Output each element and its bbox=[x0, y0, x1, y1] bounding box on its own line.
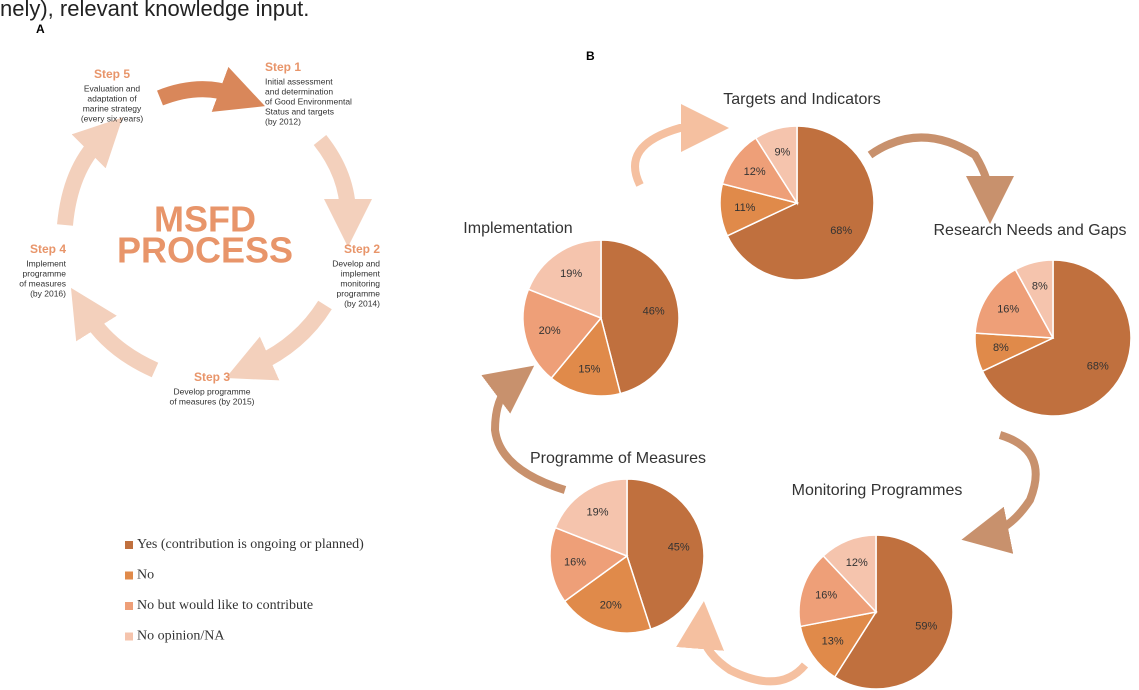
data-label: 15% bbox=[578, 364, 600, 376]
pie-slice bbox=[833, 534, 954, 690]
step-text: (by 2014) bbox=[344, 298, 380, 308]
data-label: 68% bbox=[830, 225, 852, 237]
data-label: 19% bbox=[560, 268, 582, 280]
step-text: of measures (by 2015) bbox=[169, 396, 254, 406]
panel-label: B bbox=[586, 49, 595, 63]
data-label: 16% bbox=[564, 556, 586, 568]
step-text: marine strategy bbox=[83, 103, 142, 113]
data-label: 59% bbox=[915, 621, 937, 633]
center-label: MSFD bbox=[154, 199, 256, 240]
pie-title: Targets and Indicators bbox=[723, 91, 880, 108]
pie-slice bbox=[798, 554, 878, 628]
pie-slice bbox=[549, 526, 629, 603]
data-label: 20% bbox=[600, 600, 622, 612]
center-label: PROCESS bbox=[117, 230, 293, 271]
data-label: 11% bbox=[734, 202, 755, 214]
pie-slice bbox=[626, 478, 705, 631]
step-text: Status and targets bbox=[265, 106, 334, 116]
pie-slice bbox=[550, 316, 622, 397]
pie-title: Programme of Measures bbox=[530, 450, 706, 467]
panel-label: A bbox=[36, 22, 45, 36]
step-text: Initial assessment bbox=[265, 76, 333, 86]
data-label: 8% bbox=[993, 342, 1009, 354]
step-text: Evaluation and bbox=[84, 83, 141, 93]
data-label: 12% bbox=[744, 166, 766, 178]
step-text: (by 2016) bbox=[30, 288, 66, 298]
step-title: Step 5 bbox=[94, 67, 130, 81]
pie-slice bbox=[822, 534, 877, 614]
step-title: Step 2 bbox=[344, 242, 380, 256]
step-text: adaptation of bbox=[87, 93, 137, 103]
step-text: (every six years) bbox=[81, 113, 144, 123]
legend-swatch bbox=[125, 541, 133, 549]
pie-slice bbox=[554, 478, 628, 558]
step-text: Implement bbox=[26, 258, 66, 268]
data-label: 20% bbox=[539, 325, 561, 337]
step-text: implement bbox=[341, 268, 381, 278]
step-text: (by 2012) bbox=[265, 116, 301, 126]
data-label: 9% bbox=[774, 147, 790, 159]
cycle-arrows bbox=[57, 66, 372, 381]
step-text: of measures bbox=[19, 278, 66, 288]
data-label: 12% bbox=[846, 557, 868, 569]
step-text: and determination bbox=[265, 86, 333, 96]
legend-label: No bbox=[137, 568, 154, 583]
step-title: Step 4 bbox=[30, 242, 66, 256]
step-text: programme bbox=[23, 268, 67, 278]
pie-title: Research Needs and Gaps bbox=[934, 222, 1127, 239]
step-title: Step 3 bbox=[194, 370, 230, 384]
flow-arrows bbox=[481, 104, 1040, 686]
pie-slice bbox=[522, 288, 603, 380]
pie-title: Implementation bbox=[463, 220, 572, 237]
pie-slice bbox=[527, 239, 602, 320]
legend-label: No but would like to contribute bbox=[137, 598, 313, 613]
data-label: 46% bbox=[643, 305, 665, 317]
pie-slice bbox=[1014, 259, 1054, 339]
pie-slice bbox=[754, 125, 798, 206]
legend-label: No opinion/NA bbox=[137, 629, 225, 644]
data-label: 16% bbox=[997, 303, 1019, 315]
data-label: 16% bbox=[815, 590, 837, 602]
step-text: monitoring bbox=[340, 278, 380, 288]
step-text: programme bbox=[337, 288, 381, 298]
legend-swatch bbox=[125, 571, 133, 580]
top-text: nely), relevant knowledge input. bbox=[0, 0, 309, 21]
pie-slice bbox=[981, 259, 1132, 417]
data-label: 8% bbox=[1032, 281, 1048, 293]
pie-slice bbox=[974, 268, 1055, 339]
legend-swatch bbox=[125, 632, 133, 641]
legend-swatch bbox=[125, 602, 133, 610]
legend-label: Yes (contribution is ongoing or planned) bbox=[137, 537, 364, 552]
pie-slice bbox=[600, 239, 680, 395]
data-label: 19% bbox=[587, 507, 609, 519]
step-text: Develop programme bbox=[173, 386, 250, 396]
data-label: 68% bbox=[1087, 360, 1109, 372]
step-text: of Good Environmental bbox=[265, 96, 352, 106]
data-label: 13% bbox=[822, 635, 844, 647]
data-label: 45% bbox=[668, 542, 690, 554]
step-text: Develop and bbox=[332, 258, 380, 268]
pie-slice bbox=[726, 125, 875, 281]
step-title: Step 1 bbox=[265, 60, 301, 74]
pie-title: Monitoring Programmes bbox=[792, 482, 963, 499]
pie-slice bbox=[563, 554, 652, 634]
pie-slice bbox=[799, 610, 878, 679]
